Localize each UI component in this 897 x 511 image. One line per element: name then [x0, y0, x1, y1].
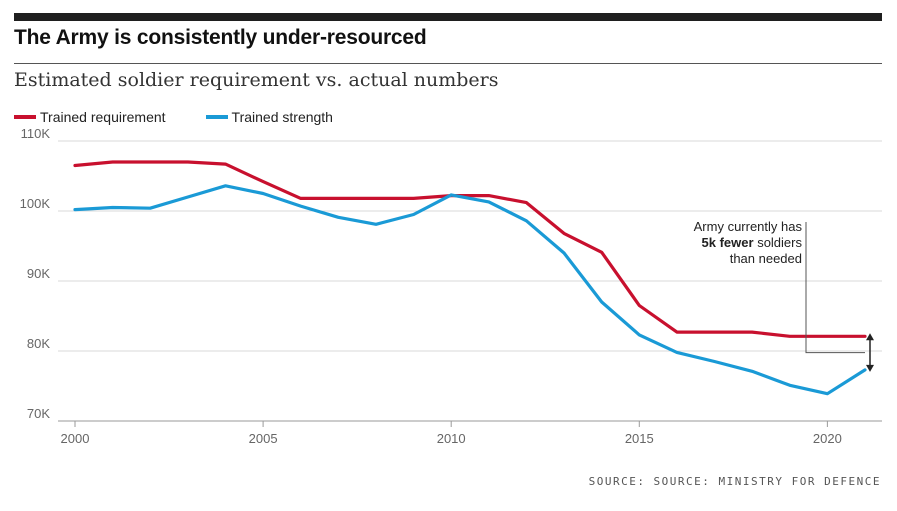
- x-axis-tick-labels: 2000 2005 2010 2015 2020: [61, 431, 842, 446]
- annotation-text-line: than needed: [730, 251, 802, 266]
- annotation-bold-text: 5k fewer: [702, 235, 754, 250]
- y-tick-label: 90K: [27, 266, 50, 281]
- x-tick-label: 2005: [249, 431, 278, 446]
- x-tick-label: 2020: [813, 431, 842, 446]
- source-note: SOURCE: SOURCE: MINISTRY FOR DEFENCE: [588, 475, 881, 488]
- y-tick-label: 80K: [27, 336, 50, 351]
- annotation-text-rest: soldiers: [754, 235, 803, 250]
- legend-swatch-strength: [205, 115, 228, 119]
- series-lines: [73, 160, 867, 396]
- requirement-line: [73, 160, 867, 338]
- legend-label-strength: Trained strength: [231, 109, 333, 125]
- title-divider: [14, 63, 882, 64]
- gap-arrow-head-up: [866, 333, 874, 341]
- y-tick-label: 110K: [21, 126, 51, 141]
- gap-arrow-head-down: [866, 364, 874, 372]
- x-tick-label: 2000: [61, 431, 90, 446]
- x-tick-label: 2015: [625, 431, 654, 446]
- annotation-text-line: Army currently has: [694, 219, 803, 234]
- y-tick-label: 100K: [20, 196, 51, 211]
- x-tick-label: 2010: [437, 431, 466, 446]
- strength-line: [73, 184, 867, 396]
- legend-swatch-requirement: [14, 115, 36, 119]
- y-axis-tick-labels: 70K 80K 90K 100K 110K: [20, 126, 51, 421]
- top-accent-bar: [14, 13, 882, 21]
- annotation-text-line: 5k fewer soldiers: [702, 235, 803, 250]
- legend-label-requirement: Trained requirement: [40, 109, 166, 125]
- legend-item-requirement: Trained requirement: [14, 109, 166, 125]
- chart-title: The Army is consistently under-resourced: [14, 26, 427, 49]
- chart-subtitle: Estimated soldier requirement vs. actual…: [14, 69, 499, 91]
- grid-lines: [58, 140, 882, 427]
- legend-item-strength: Trained strength: [205, 109, 333, 125]
- annotation-leader-line: [805, 222, 865, 354]
- y-tick-label: 70K: [27, 406, 50, 421]
- legend: Trained requirement Trained strength: [14, 109, 373, 125]
